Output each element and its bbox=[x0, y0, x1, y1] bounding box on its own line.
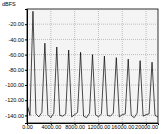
y-axis-title: dBFS bbox=[2, 1, 16, 7]
tick-label: -120.00 bbox=[5, 97, 24, 103]
spectrum-line bbox=[27, 11, 158, 117]
tick-label: -140.00 bbox=[5, 113, 24, 119]
tick-label: 20000.00 bbox=[135, 124, 158, 130]
tick-label: 8000.00 bbox=[65, 124, 85, 130]
x-axis: 0.00 4000.00 8000.0012000.0016000.0020000.… bbox=[22, 123, 158, 130]
tick-label: -20.00 bbox=[8, 21, 24, 27]
grid-line-y bbox=[27, 39, 158, 40]
tick: -60.00 bbox=[8, 52, 27, 58]
tick: 0.00 bbox=[22, 123, 33, 130]
tick-label: -80.00 bbox=[8, 67, 24, 73]
tick: -40.00 bbox=[8, 37, 27, 43]
tick: -140.00 bbox=[5, 113, 27, 119]
grid-line-x bbox=[74, 9, 75, 123]
tick-label: -40.00 bbox=[8, 37, 24, 43]
axis-line bbox=[25, 10, 28, 124]
y-axis: -20.00 -40.00 -60.00 -80.00 -100.00 -120.00 -1… bbox=[5, 10, 27, 124]
tick-label: 0.00 bbox=[22, 124, 33, 130]
plot-frame bbox=[27, 9, 158, 123]
tick-mark bbox=[25, 85, 27, 86]
grid-line-x bbox=[98, 9, 99, 123]
grid bbox=[27, 9, 158, 123]
tick-label: -100.00 bbox=[5, 82, 24, 88]
grid-line-x bbox=[122, 9, 123, 123]
tick: -80.00 bbox=[8, 67, 27, 73]
tick: 4000.00 bbox=[41, 123, 61, 130]
tick-label: 4000.00 bbox=[41, 124, 61, 130]
grid-line-y bbox=[27, 115, 158, 116]
marks bbox=[27, 11, 158, 117]
tick: 12000.00 bbox=[87, 123, 110, 130]
chart: 0.00 4000.00 8000.0012000.0016000.0020000.… bbox=[0, 0, 165, 134]
plot: 0.00 4000.00 8000.0012000.0016000.0020000.… bbox=[5, 9, 158, 130]
grid-line-y bbox=[27, 100, 158, 101]
tick: 16000.00 bbox=[111, 123, 134, 130]
tick-label: -60.00 bbox=[8, 52, 24, 58]
tick-label: 16000.00 bbox=[111, 124, 134, 130]
tick: -100.00 bbox=[5, 82, 27, 88]
tick-label: 12000.00 bbox=[87, 124, 110, 130]
grid-line-y bbox=[27, 69, 158, 70]
tick: 8000.00 bbox=[65, 123, 85, 130]
tick-mark bbox=[25, 55, 27, 56]
tick: -120.00 bbox=[5, 97, 27, 103]
tick: -20.00 bbox=[8, 21, 27, 27]
grid-line-x bbox=[146, 9, 147, 123]
tick-mark bbox=[25, 24, 27, 25]
tick: 20000.00 bbox=[135, 123, 158, 130]
grid-line-x bbox=[50, 9, 51, 123]
tick-mark bbox=[25, 70, 27, 71]
grid-line-y bbox=[27, 24, 158, 25]
tick-mark bbox=[25, 39, 27, 40]
tick-mark bbox=[25, 100, 27, 101]
tick-mark bbox=[25, 115, 27, 116]
